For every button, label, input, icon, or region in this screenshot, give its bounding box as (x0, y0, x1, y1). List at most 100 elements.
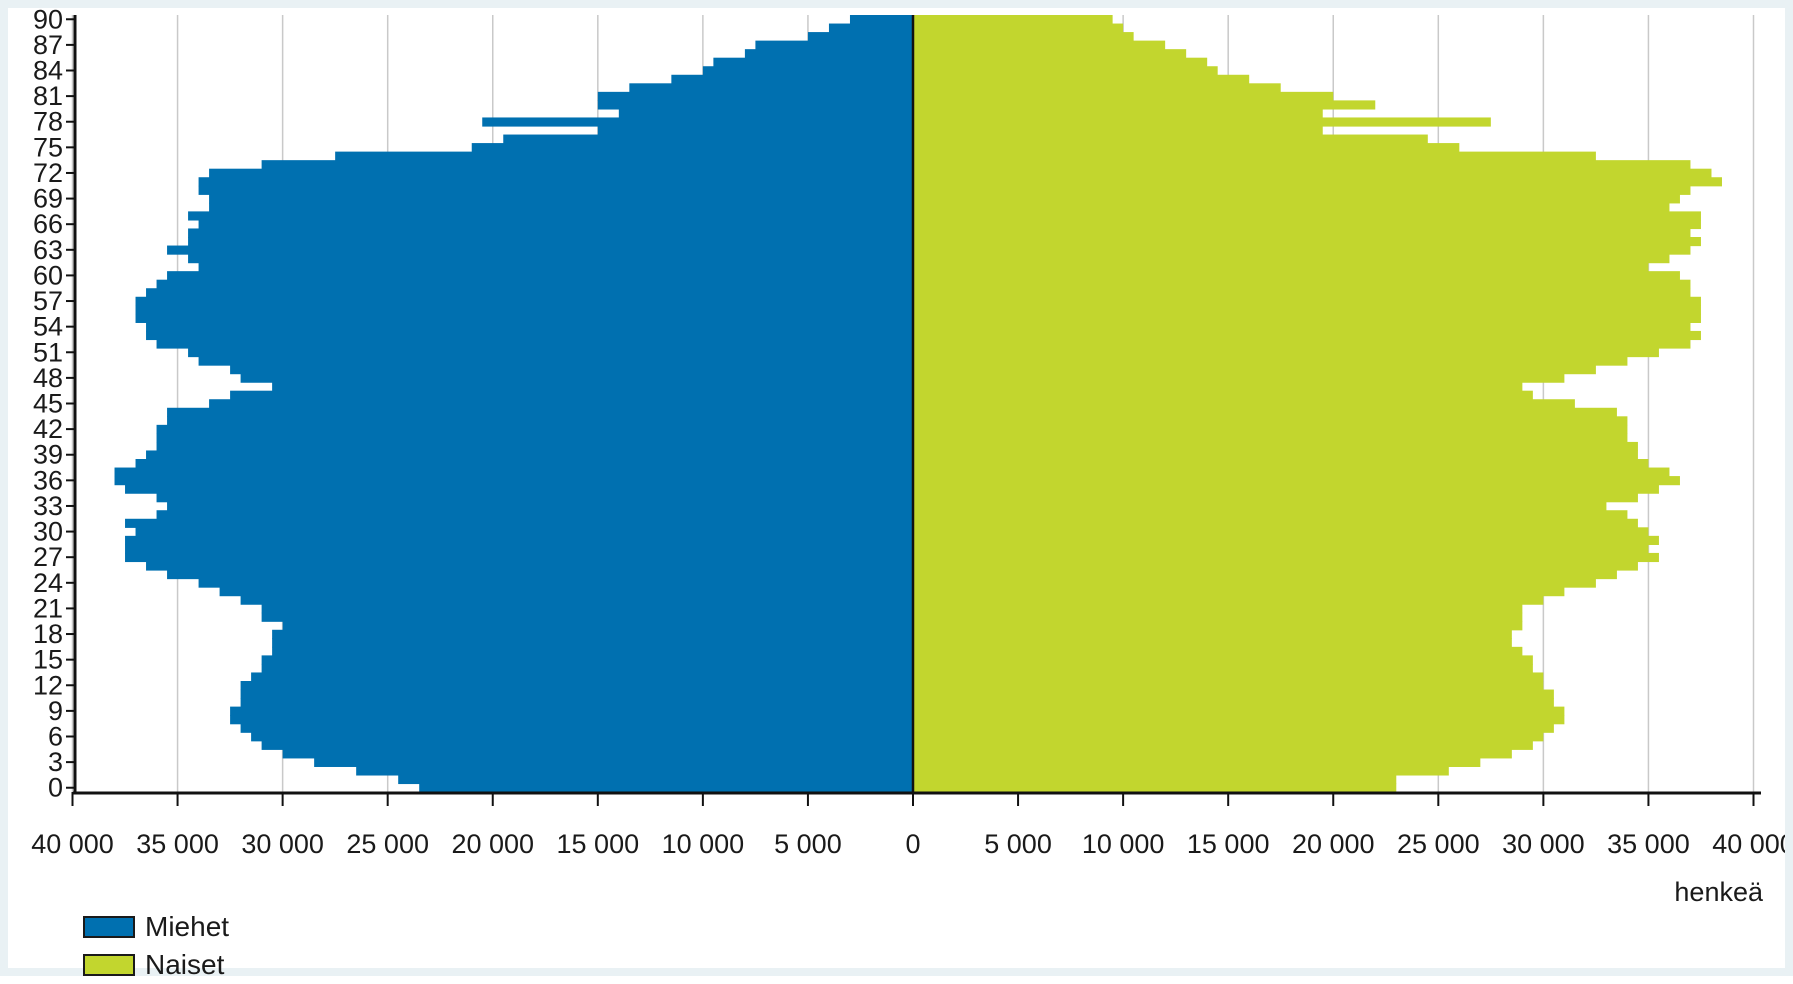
bar-miehet-age-68 (209, 203, 913, 212)
y-tick-label-66: 66 (33, 209, 63, 239)
bar-naiset-age-19 (913, 621, 1522, 630)
bars (115, 15, 1722, 793)
y-tick-label-0: 0 (48, 773, 63, 803)
y-tick-label-21: 21 (33, 593, 63, 623)
bar-naiset-age-4 (913, 749, 1512, 758)
bar-miehet-age-62 (188, 254, 913, 263)
x-tick-label-12: 20 000 (1292, 829, 1375, 859)
bar-miehet-age-63 (167, 246, 913, 255)
bar-miehet-age-14 (262, 664, 913, 673)
legend-swatch-miehet (83, 916, 135, 938)
bar-miehet-age-18 (272, 630, 913, 639)
bar-miehet-age-3 (314, 758, 913, 767)
bar-miehet-age-80 (598, 100, 913, 109)
y-tick-label-87: 87 (33, 30, 63, 60)
bar-miehet-age-41 (157, 433, 913, 442)
bar-naiset-age-80 (913, 100, 1375, 109)
bar-naiset-age-33 (913, 502, 1606, 511)
y-tick-label-60: 60 (33, 260, 63, 290)
bar-naiset-age-88 (913, 32, 1134, 41)
bar-miehet-age-52 (157, 339, 913, 348)
legend: Miehet Naiset (83, 908, 229, 984)
bar-miehet-age-25 (167, 570, 913, 579)
bar-miehet-age-81 (598, 92, 913, 101)
bar-naiset-age-48 (913, 374, 1564, 383)
bar-naiset-age-71 (913, 177, 1722, 186)
bar-miehet-age-38 (136, 459, 913, 468)
bar-naiset-age-68 (913, 203, 1669, 212)
y-tick-label-9: 9 (48, 696, 63, 726)
bar-naiset-age-59 (913, 280, 1690, 289)
bar-miehet-age-40 (157, 442, 913, 451)
bar-miehet-age-33 (167, 502, 913, 511)
y-tick-label-15: 15 (33, 645, 63, 675)
bar-naiset-age-66 (913, 220, 1701, 229)
bar-naiset-age-76 (913, 135, 1428, 144)
bar-naiset-age-8 (913, 715, 1564, 724)
bar-naiset-age-3 (913, 758, 1480, 767)
legend-item-naiset: Naiset (83, 946, 229, 984)
bar-miehet-age-47 (272, 382, 913, 391)
bar-miehet-age-44 (167, 408, 913, 417)
bar-naiset-age-73 (913, 160, 1690, 169)
bar-naiset-age-10 (913, 698, 1554, 707)
bar-miehet-age-67 (188, 211, 913, 220)
bar-naiset-age-83 (913, 75, 1249, 84)
y-tick-label-90: 90 (33, 8, 63, 34)
y-tick-label-3: 3 (48, 747, 63, 777)
bar-miehet-age-56 (136, 305, 913, 314)
bar-naiset-age-53 (913, 331, 1701, 340)
bar-naiset-age-18 (913, 630, 1512, 639)
bar-miehet-age-89 (829, 24, 913, 33)
bar-naiset-age-32 (913, 510, 1627, 519)
bar-miehet-age-60 (167, 271, 913, 280)
legend-swatch-naiset (83, 954, 135, 976)
bar-miehet-age-73 (262, 160, 913, 169)
y-tick-label-84: 84 (33, 56, 63, 86)
x-tick-label-7: 5 000 (774, 829, 842, 859)
y-tick-label-48: 48 (33, 363, 63, 393)
bar-naiset-age-63 (913, 246, 1690, 255)
bar-miehet-age-36 (115, 476, 913, 485)
bar-naiset-age-50 (913, 357, 1627, 366)
bar-naiset-age-69 (913, 194, 1680, 203)
y-tick-label-42: 42 (33, 414, 63, 444)
bar-naiset-age-58 (913, 288, 1690, 297)
bar-miehet-age-30 (136, 527, 913, 536)
bar-miehet-age-45 (209, 399, 913, 408)
bar-naiset-age-30 (913, 527, 1648, 536)
bar-miehet-age-17 (272, 638, 913, 647)
bar-miehet-age-65 (188, 228, 913, 237)
bar-miehet-age-19 (283, 621, 913, 630)
x-axis-unit-label: henkeä (1674, 877, 1764, 907)
bar-miehet-age-13 (251, 672, 913, 681)
y-tick-label-45: 45 (33, 389, 63, 419)
bar-naiset-age-25 (913, 570, 1617, 579)
y-tick-label-69: 69 (33, 184, 63, 214)
bar-miehet-age-23 (220, 587, 913, 596)
bar-miehet-age-59 (157, 280, 913, 289)
bar-naiset-age-45 (913, 399, 1575, 408)
y-tick-label-57: 57 (33, 286, 63, 316)
bar-miehet-age-37 (115, 468, 913, 477)
bar-naiset-age-36 (913, 476, 1680, 485)
legend-label-miehet: Miehet (145, 911, 229, 943)
bar-miehet-age-2 (356, 766, 913, 775)
x-tick-label-9: 5 000 (984, 829, 1052, 859)
bar-naiset-age-12 (913, 681, 1543, 690)
bar-naiset-age-74 (913, 152, 1596, 161)
x-tick-label-15: 35 000 (1607, 829, 1690, 859)
bar-naiset-age-37 (913, 468, 1669, 477)
bar-miehet-age-50 (199, 357, 913, 366)
bar-miehet-age-35 (125, 485, 913, 494)
bar-naiset-age-0 (913, 783, 1396, 792)
bar-naiset-age-44 (913, 408, 1617, 417)
bar-miehet-age-49 (230, 365, 913, 374)
bar-naiset-age-85 (913, 58, 1207, 67)
bar-miehet-age-72 (209, 169, 913, 178)
bar-naiset-age-42 (913, 425, 1627, 434)
bar-naiset-age-38 (913, 459, 1648, 468)
bar-naiset-age-11 (913, 690, 1554, 699)
bar-miehet-age-39 (146, 450, 913, 459)
bar-naiset-age-7 (913, 724, 1554, 733)
